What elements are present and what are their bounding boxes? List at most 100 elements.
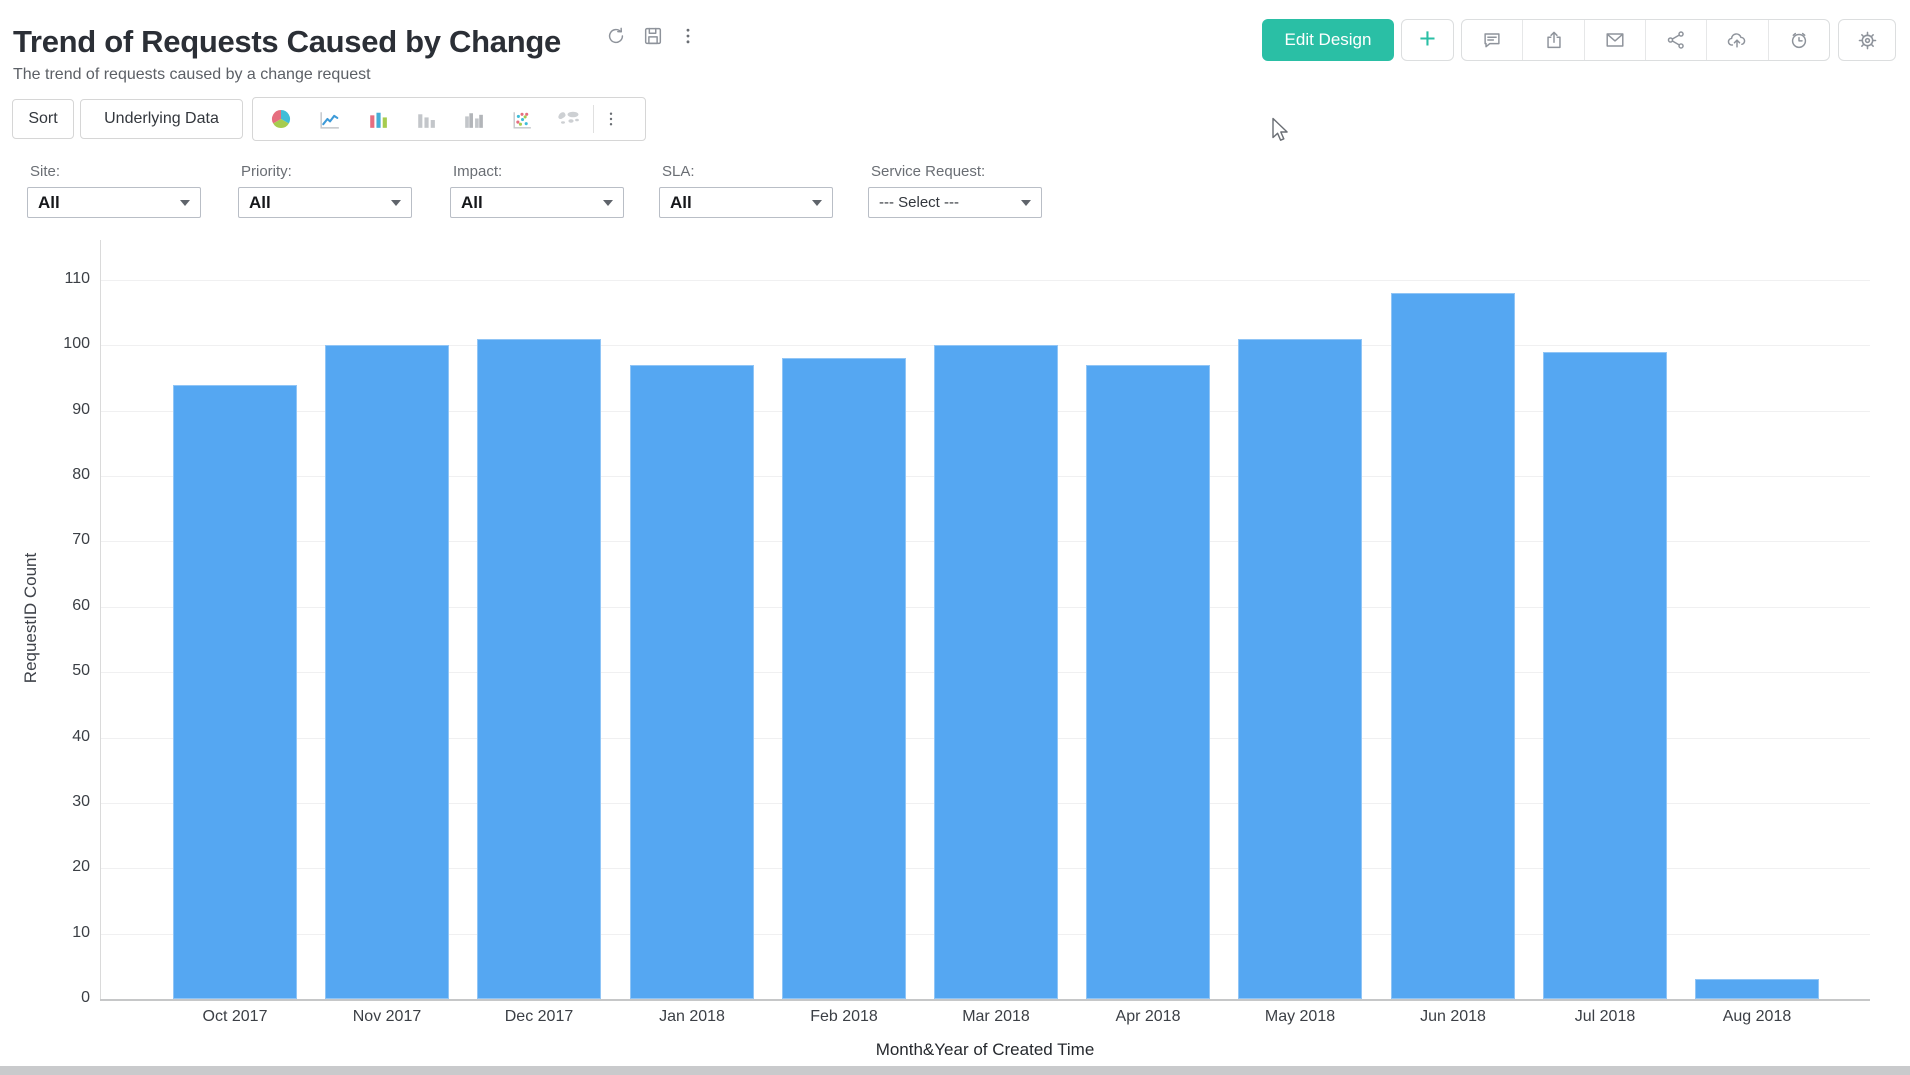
chart-bar[interactable] — [173, 385, 297, 999]
chart-type-pie[interactable] — [257, 98, 305, 140]
save-button[interactable] — [639, 22, 667, 50]
filter-value: All — [249, 192, 271, 212]
x-axis-line — [100, 999, 1870, 1001]
filter-label-sla: SLA: — [662, 163, 695, 180]
chevron-down-icon — [603, 199, 613, 206]
bar-chart-icon — [365, 107, 390, 132]
underlying-data-button[interactable]: Underlying Data — [80, 99, 243, 139]
x-axis-label: Dec 2017 — [504, 1008, 574, 1025]
y-tick-label: 30 — [72, 793, 90, 810]
refresh-icon — [605, 25, 627, 47]
title-more-options-button[interactable] — [674, 22, 702, 50]
history-button[interactable] — [1767, 20, 1829, 60]
x-axis-title: Month&Year of Created Time — [875, 1040, 1095, 1059]
gridline — [101, 280, 1870, 281]
export-button[interactable] — [1522, 20, 1583, 60]
report-actions-group — [1461, 19, 1830, 61]
y-tick-label: 80 — [72, 466, 90, 483]
filter-select-impact[interactable]: All — [450, 187, 624, 218]
chart-bar[interactable] — [1391, 293, 1515, 999]
comment-button[interactable] — [1462, 20, 1522, 60]
filter-value: All — [461, 192, 483, 212]
export-icon — [1543, 29, 1565, 51]
x-axis-label: Nov 2017 — [352, 1008, 422, 1025]
sort-button[interactable]: Sort — [12, 99, 74, 139]
y-tick-label: 70 — [72, 531, 90, 548]
email-icon — [1604, 29, 1626, 51]
history-icon — [1788, 29, 1810, 51]
comment-icon — [1481, 29, 1503, 51]
pie-chart-icon — [268, 106, 294, 132]
chart-bar[interactable] — [630, 365, 754, 999]
filter-value: --- Select --- — [879, 194, 959, 211]
filter-value: All — [670, 192, 692, 212]
filter-label-site: Site: — [30, 163, 61, 180]
chevron-down-icon — [1021, 199, 1031, 206]
filter-label-service-request: Service Request: — [871, 163, 986, 180]
mouse-cursor — [1268, 116, 1292, 146]
settings-gear-icon — [1856, 29, 1879, 52]
chart-type-line[interactable] — [305, 98, 353, 140]
chart-type-map[interactable] — [545, 98, 593, 140]
horizontal-scrollbar[interactable] — [0, 1066, 1910, 1075]
chart-bar[interactable] — [477, 339, 601, 999]
chart-bar[interactable] — [325, 345, 449, 999]
y-tick-label: 40 — [72, 728, 90, 745]
filter-select-service-request[interactable]: --- Select --- — [868, 187, 1042, 218]
chart-type-stacked-bar[interactable] — [401, 98, 449, 140]
line-chart-icon — [317, 107, 342, 132]
chevron-down-icon — [812, 199, 822, 206]
x-axis-label: Aug 2018 — [1722, 1008, 1792, 1025]
y-axis-title: RequestID Count — [21, 552, 40, 684]
more-chart-types-button[interactable] — [594, 98, 628, 140]
chart-bar[interactable] — [1543, 352, 1667, 999]
page-title: Trend of Requests Caused by Change — [13, 24, 561, 59]
filter-value: All — [38, 192, 60, 212]
chart-type-scatter[interactable] — [497, 98, 545, 140]
chart-type-toolbar — [252, 97, 646, 141]
chart-bar[interactable] — [782, 358, 906, 999]
filter-select-site[interactable]: All — [27, 187, 201, 218]
y-tick-label: 110 — [64, 270, 90, 287]
y-tick-label: 20 — [72, 858, 90, 875]
chart-bar[interactable] — [1695, 979, 1819, 999]
page-subtitle: The trend of requests caused by a change… — [13, 66, 371, 83]
x-axis-label: Jan 2018 — [659, 1008, 725, 1025]
toolbar-divider — [593, 105, 594, 133]
combo-bar-chart-icon — [461, 107, 486, 132]
more-chart-types-icon — [602, 108, 620, 130]
refresh-button[interactable] — [602, 22, 630, 50]
chart-bar[interactable] — [1238, 339, 1362, 999]
chart-bar[interactable] — [934, 345, 1058, 999]
add-button[interactable]: + — [1401, 19, 1454, 61]
x-axis-label: May 2018 — [1264, 1008, 1336, 1025]
email-button[interactable] — [1583, 20, 1645, 60]
edit-design-button[interactable]: Edit Design — [1262, 19, 1394, 61]
settings-button[interactable] — [1838, 19, 1896, 61]
share-icon — [1665, 29, 1687, 51]
more-options-icon — [678, 25, 698, 47]
filter-label-impact: Impact: — [453, 163, 503, 180]
filter-select-priority[interactable]: All — [238, 187, 412, 218]
x-axis-label: Feb 2018 — [810, 1008, 878, 1025]
scatter-chart-icon — [509, 107, 534, 132]
y-tick-label: 50 — [72, 662, 90, 679]
chevron-down-icon — [391, 199, 401, 206]
chart-type-combo-bar[interactable] — [449, 98, 497, 140]
chevron-down-icon — [180, 199, 190, 206]
save-icon — [642, 25, 664, 47]
chart-bar[interactable] — [1086, 365, 1210, 999]
x-axis-label: Jul 2018 — [1574, 1008, 1636, 1025]
y-tick-label: 0 — [81, 989, 90, 1006]
y-tick-label: 90 — [72, 401, 90, 418]
x-axis-label: Apr 2018 — [1115, 1008, 1181, 1025]
x-axis-label: Jun 2018 — [1420, 1008, 1486, 1025]
chart-type-bar[interactable] — [353, 98, 401, 140]
cloud-upload-icon — [1726, 29, 1748, 51]
cloud-upload-button[interactable] — [1706, 20, 1767, 60]
filter-label-priority: Priority: — [241, 163, 292, 180]
filter-select-sla[interactable]: All — [659, 187, 833, 218]
share-button[interactable] — [1645, 20, 1706, 60]
